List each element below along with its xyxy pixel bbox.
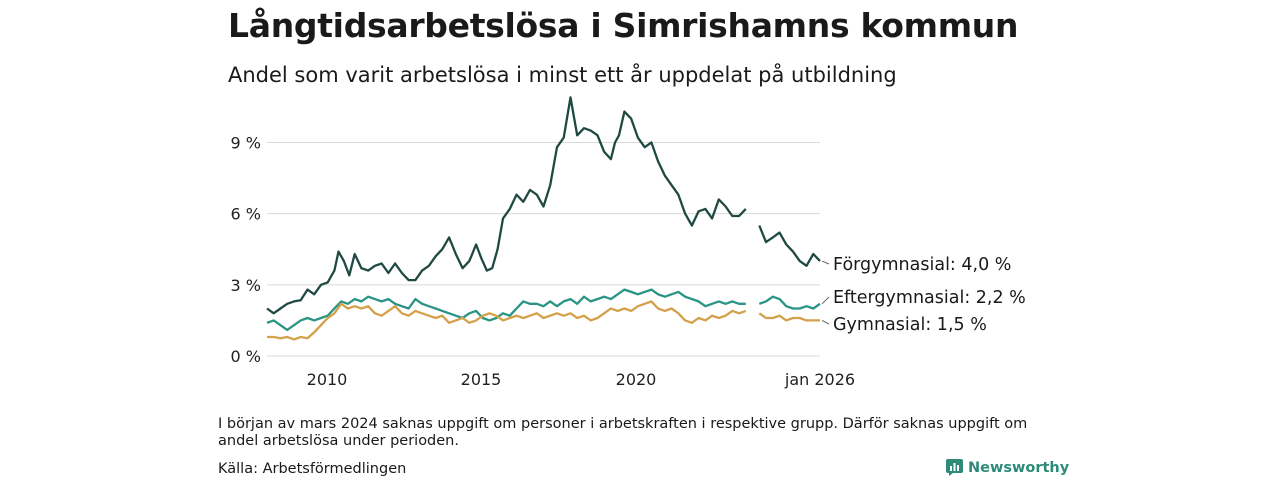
x-tick-label: jan 2026: [784, 370, 855, 389]
brand-logo: Newsworthy: [946, 459, 1069, 476]
end-label-leader: [821, 260, 830, 265]
series-line-eftergymnasial: [266, 288, 746, 332]
series-line-gymnasial: [758, 312, 820, 322]
end-label-leader: [821, 319, 830, 325]
y-tick-label: 6 %: [231, 205, 261, 224]
x-tick-label: 2020: [616, 370, 657, 389]
x-tick-label: 2010: [307, 370, 348, 389]
y-tick-label: 9 %: [231, 133, 261, 152]
series-line-gymnasial: [267, 300, 747, 341]
series-line-förgymnasial: [758, 225, 821, 267]
end-label: Förgymnasial: 4,0 %: [833, 255, 1011, 275]
chart-subtitle: Andel som varit arbetslösa i minst ett å…: [228, 63, 897, 87]
y-tick-label: 0 %: [231, 347, 261, 366]
end-label-leader: [821, 296, 830, 305]
end-label: Eftergymnasial: 2,2 %: [833, 288, 1026, 308]
line-chart: 0 % 3 % 6 % 9 % 2010 2015 2020 jan 2026 Förgymna…: [231, 96, 1026, 389]
x-tick-label: 2015: [461, 370, 502, 389]
series-line-eftergymnasial: [758, 295, 821, 310]
brand-name: Newsworthy: [968, 459, 1070, 476]
y-tick-label: 3 %: [231, 276, 261, 295]
series-line-förgymnasial: [266, 96, 747, 315]
end-label: Gymnasial: 1,5 %: [833, 315, 987, 335]
chart-title: Långtidsarbetslösa i Simrishamns kommun: [228, 6, 1019, 45]
source-note: Källa: Arbetsförmedlingen: [218, 461, 407, 477]
newsworthy-logo-icon: [946, 459, 963, 476]
footnote: I början av mars 2024 saknas uppgift om …: [218, 416, 1028, 449]
